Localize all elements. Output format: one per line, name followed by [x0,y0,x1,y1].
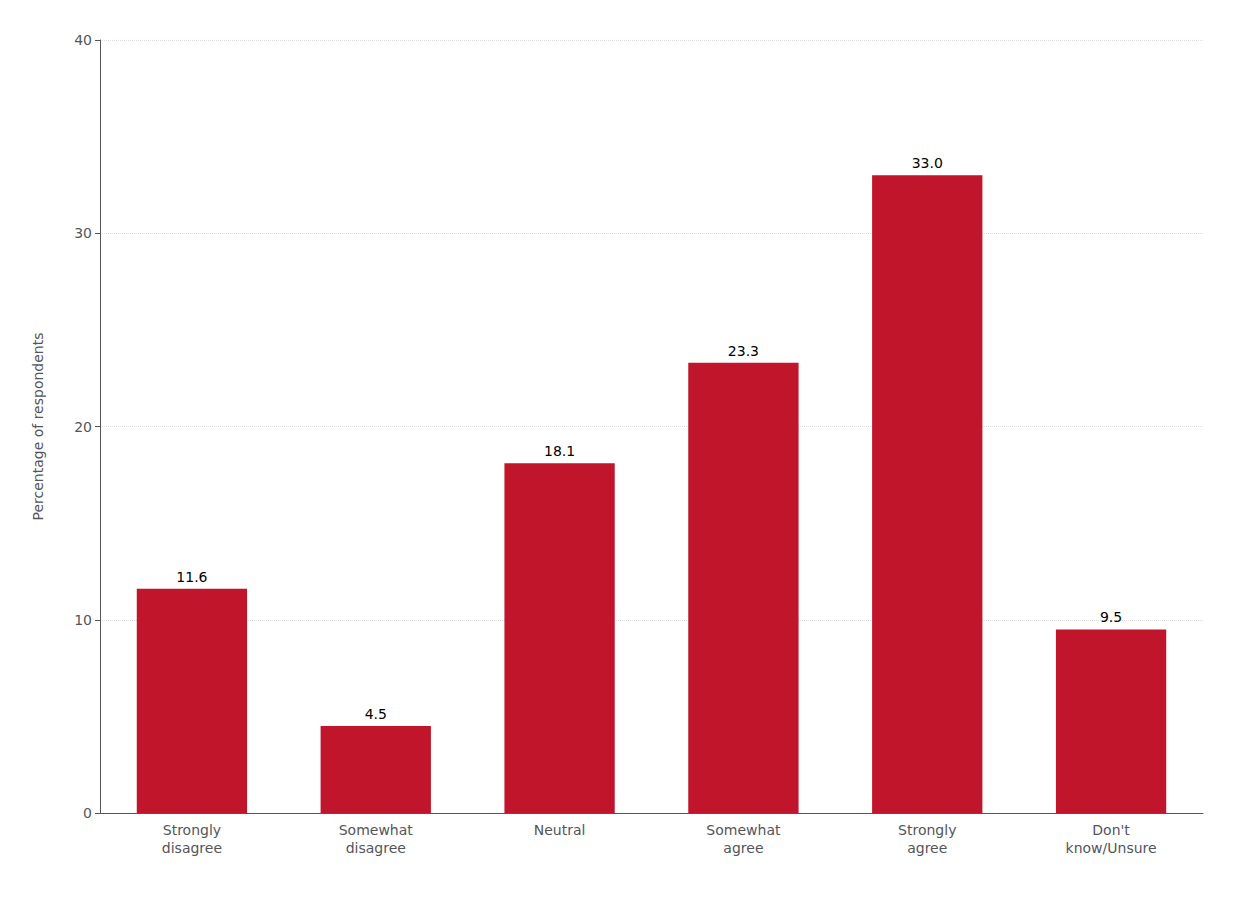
svg-text:Somewhat: Somewhat [706,822,781,838]
svg-text:disagree: disagree [162,840,222,856]
svg-text:agree: agree [723,840,763,856]
svg-text:Neutral: Neutral [534,822,586,838]
svg-text:Percentage of respondents: Percentage of respondents [30,333,46,521]
svg-text:30: 30 [74,225,92,241]
svg-text:23.3: 23.3 [728,343,759,359]
svg-text:Somewhat: Somewhat [339,822,414,838]
svg-text:11.6: 11.6 [176,569,207,585]
svg-text:disagree: disagree [346,840,406,856]
svg-text:18.1: 18.1 [544,443,575,459]
svg-text:0: 0 [83,805,92,821]
svg-text:33.0: 33.0 [912,155,943,171]
svg-text:4.5: 4.5 [365,706,387,722]
svg-text:know/Unsure: know/Unsure [1066,840,1157,856]
svg-text:Strongly: Strongly [163,822,221,838]
svg-text:Don't: Don't [1092,822,1130,838]
svg-text:9.5: 9.5 [1100,609,1122,625]
svg-text:10: 10 [74,612,92,628]
svg-text:40: 40 [74,32,92,48]
svg-text:20: 20 [74,419,92,435]
svg-text:Strongly: Strongly [898,822,956,838]
svg-text:agree: agree [907,840,947,856]
